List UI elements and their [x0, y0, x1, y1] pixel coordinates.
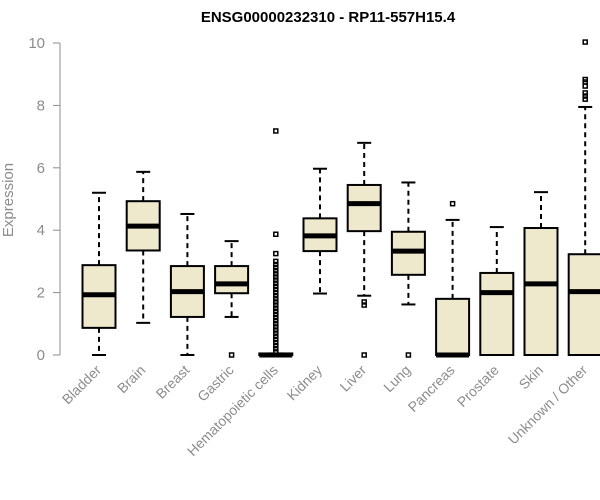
- outlier-point: [273, 349, 279, 355]
- outlier-point: [273, 333, 279, 340]
- x-tick-label: Unknown / Other: [505, 362, 591, 448]
- outlier-point: [273, 330, 279, 336]
- box-group: [346, 141, 382, 358]
- x-tick-label: Gastric: [194, 362, 237, 405]
- outlier-point: [273, 346, 279, 352]
- x-tick-label: Kidney: [284, 362, 326, 404]
- box-group: [523, 191, 559, 357]
- box-group: [435, 200, 471, 358]
- y-axis-ticks: 0 2 4 6 8 10: [28, 35, 60, 364]
- x-tick-label: Brain: [114, 362, 148, 396]
- outlier-point: [228, 352, 235, 358]
- outlier-point: [273, 250, 279, 257]
- outlier-point: [273, 324, 279, 330]
- box: [567, 253, 600, 356]
- outlier-point: [273, 128, 279, 134]
- box: [479, 271, 515, 356]
- outlier-point: [582, 39, 588, 45]
- outlier-point: [273, 292, 279, 299]
- outlier-point: [273, 299, 279, 305]
- box-group: [390, 181, 426, 358]
- y-tick-label: 2: [37, 285, 45, 302]
- outlier-point: [273, 342, 279, 349]
- y-tick-label: 8: [37, 97, 45, 114]
- outlier-point: [273, 327, 279, 333]
- outlier-point: [273, 271, 279, 277]
- box: [214, 265, 250, 295]
- outlier-point: [273, 286, 279, 293]
- x-tick-label: Liver: [337, 362, 370, 395]
- outlier-point: [273, 314, 279, 321]
- outlier-point: [273, 321, 279, 327]
- outlier-point: [582, 96, 588, 102]
- outlier-point: [273, 268, 279, 274]
- x-tick-label: Lung: [380, 362, 413, 395]
- outlier-point: [273, 283, 279, 290]
- y-tick-label: 4: [37, 222, 45, 239]
- y-tick-label: 6: [37, 160, 45, 177]
- box-group: [125, 170, 161, 324]
- box: [523, 227, 559, 357]
- outlier-point: [405, 352, 412, 358]
- outlier-point: [273, 305, 279, 311]
- outlier-point: [273, 261, 279, 268]
- box-group: [169, 212, 205, 356]
- outlier-point: [273, 302, 279, 308]
- box-group: [479, 226, 515, 356]
- outlier-point: [361, 352, 367, 358]
- x-tick-label: Breast: [153, 362, 193, 402]
- outlier-point: [273, 336, 279, 343]
- outlier-point: [273, 311, 279, 318]
- y-tick-label: 10: [28, 35, 45, 52]
- y-axis-label: Expression: [0, 163, 17, 237]
- outlier-point: [361, 299, 367, 305]
- box-group: [81, 191, 117, 356]
- outlier-point: [273, 258, 279, 265]
- chart-title: ENSG00000232310 - RP11-557H15.4: [201, 9, 456, 26]
- box-group: [302, 167, 338, 295]
- boxes: [81, 39, 600, 358]
- outlier-point: [273, 308, 279, 315]
- outlier-point: [582, 83, 588, 89]
- box-group: [258, 128, 294, 358]
- box: [435, 297, 471, 356]
- box-group: [567, 39, 600, 356]
- outlier-point: [273, 280, 279, 286]
- outlier-point: [273, 296, 279, 302]
- x-tick-label: Bladder: [59, 362, 105, 408]
- box: [346, 183, 382, 233]
- outlier-point: [273, 289, 279, 296]
- y-tick-label: 0: [37, 347, 45, 364]
- outlier-point: [273, 277, 279, 283]
- outlier-point: [273, 264, 279, 271]
- outlier-point: [582, 90, 588, 96]
- x-tick-label: Pancreas: [405, 362, 458, 415]
- outlier-point: [273, 231, 279, 238]
- outlier-point: [273, 274, 279, 280]
- outlier-point: [449, 200, 456, 207]
- outlier-point: [273, 317, 279, 324]
- x-tick-label: Skin: [516, 362, 547, 393]
- x-tick-label: Prostate: [454, 362, 502, 410]
- outlier-point: [361, 302, 367, 308]
- outlier-point: [273, 339, 279, 346]
- box-group: [214, 240, 250, 358]
- outlier-point: [582, 93, 588, 99]
